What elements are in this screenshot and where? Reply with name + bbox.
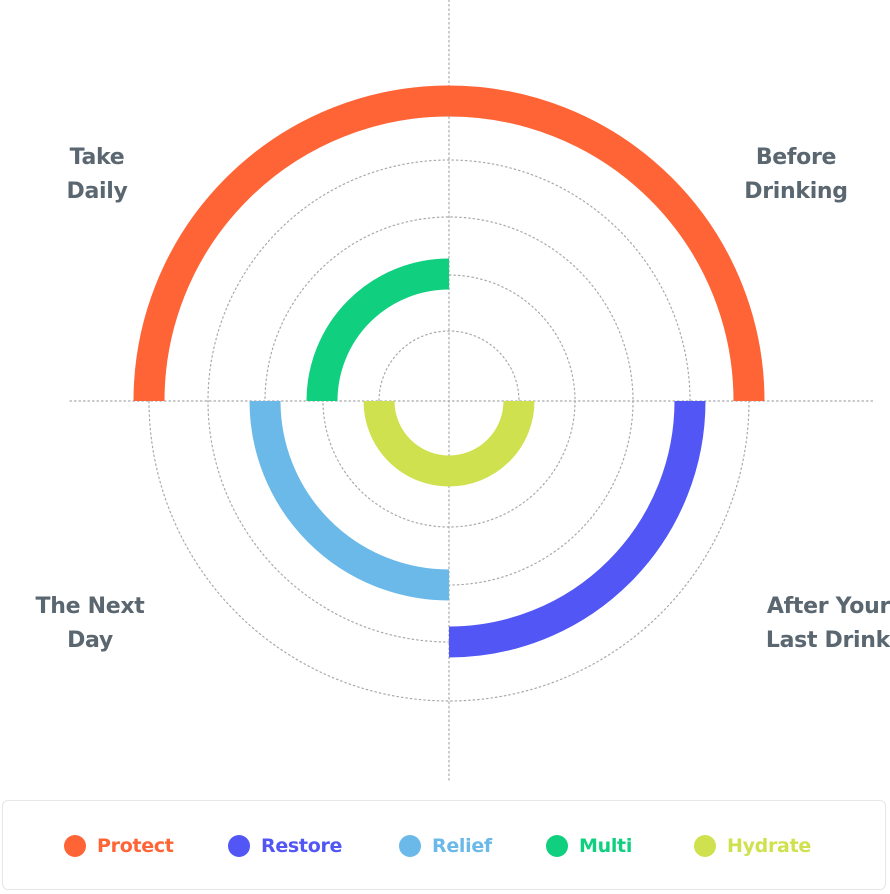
arc-multi xyxy=(306,258,450,402)
legend-item-multi: Multi xyxy=(546,831,632,861)
legend-item-restore: Restore xyxy=(228,831,342,861)
quadrant-label-line: Before xyxy=(755,145,837,170)
quadrant-label-line: Day xyxy=(67,628,113,653)
dosage-diagram xyxy=(69,0,876,781)
arc-relief xyxy=(249,400,450,601)
legend-item-relief: Relief xyxy=(399,831,492,861)
quadrant-label-line: Daily xyxy=(66,179,128,204)
legend-label-restore: Restore xyxy=(261,835,343,857)
legend-dot-protect xyxy=(64,835,86,857)
quadrant-label-line: After Your xyxy=(766,594,890,619)
legend-label-protect: Protect xyxy=(97,835,174,857)
legend-dot-relief xyxy=(399,835,421,857)
quadrant-label-line: The Next xyxy=(35,594,145,619)
legend-label-relief: Relief xyxy=(432,835,492,857)
legend-item-protect: Protect xyxy=(64,831,174,861)
quadrant-label-the-next-day: The Next Day xyxy=(12,590,168,658)
legend-dot-multi xyxy=(546,835,568,857)
product-arcs xyxy=(133,85,765,658)
legend: Protect Restore Relief Multi Hydrate xyxy=(2,800,886,890)
legend-label-multi: Multi xyxy=(579,835,633,857)
quadrant-label-line: Drinking xyxy=(744,179,848,204)
quadrant-label-line: Last Drink xyxy=(765,628,890,653)
arc-protect xyxy=(133,85,765,402)
quadrant-label-after-your-last-drink: After Your Last Drink xyxy=(740,590,890,658)
quadrant-label-line: Take xyxy=(69,145,125,170)
arc-restore xyxy=(448,400,706,658)
legend-dot-hydrate xyxy=(694,835,716,857)
legend-item-hydrate: Hydrate xyxy=(694,831,811,861)
arc-hydrate xyxy=(363,400,535,487)
legend-label-hydrate: Hydrate xyxy=(727,835,811,857)
legend-dot-restore xyxy=(228,835,250,857)
quadrant-label-before-drinking: Before Drinking xyxy=(729,141,863,209)
quadrant-label-take-daily: Take Daily xyxy=(30,141,164,209)
